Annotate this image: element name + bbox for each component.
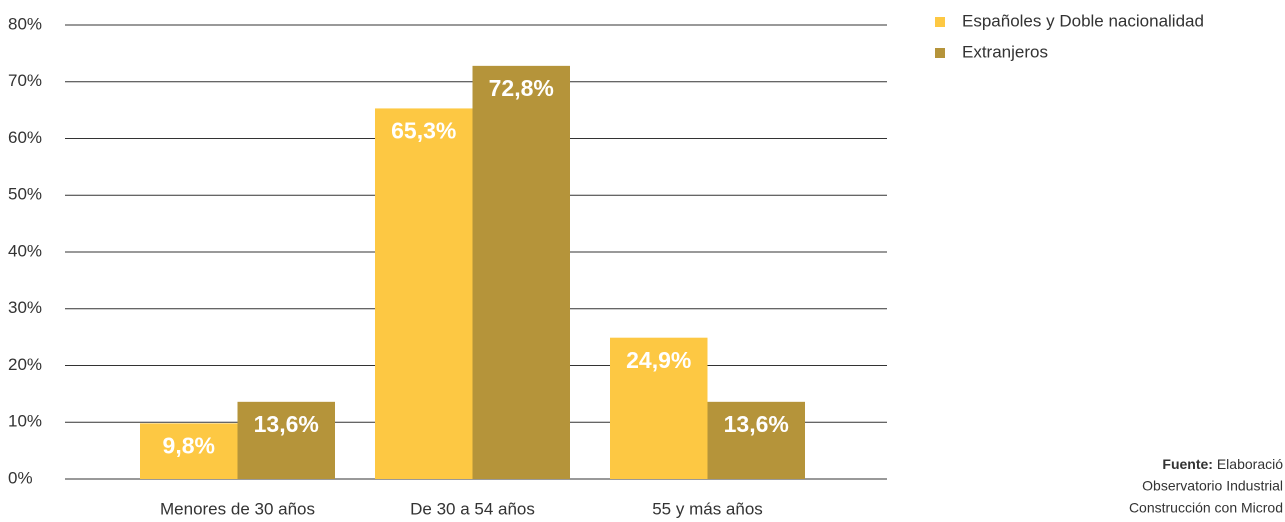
source-line: Fuente: Elaboració: [1162, 456, 1283, 472]
bar: [472, 65, 570, 480]
y-tick-label: 70%: [8, 71, 42, 90]
bar: [140, 423, 238, 479]
x-tick-label: De 30 a 54 años: [410, 499, 535, 518]
bar: [237, 401, 335, 479]
y-tick-label: 30%: [8, 298, 42, 317]
y-tick-label: 40%: [8, 241, 42, 260]
y-tick-label: 10%: [8, 412, 42, 431]
bar: [707, 401, 805, 479]
bar: [375, 108, 473, 480]
y-tick-label: 60%: [8, 128, 42, 147]
x-tick-label: Menores de 30 años: [160, 499, 315, 518]
value-label: 72,8%: [489, 75, 554, 101]
y-tick-label: 20%: [8, 355, 42, 374]
value-label: 13,6%: [254, 411, 319, 437]
source-label: Fuente:: [1162, 456, 1213, 472]
source-line: Observatorio Industrial: [1142, 478, 1283, 494]
y-tick-label: 0%: [8, 468, 33, 487]
value-label: 65,3%: [391, 118, 456, 144]
legend-swatch: [935, 17, 945, 27]
bar: [610, 337, 708, 479]
value-label: 13,6%: [724, 411, 789, 437]
x-tick-label: 55 y más años: [652, 499, 763, 518]
legend-swatch: [935, 48, 945, 58]
source-line: Construcción con Microd: [1129, 500, 1283, 516]
y-tick-label: 80%: [8, 14, 42, 33]
value-label: 24,9%: [626, 347, 691, 373]
legend-label: Extranjeros: [962, 42, 1048, 61]
value-label: 9,8%: [163, 432, 215, 458]
y-tick-label: 50%: [8, 185, 42, 204]
legend-label: Españoles y Doble nacionalidad: [962, 11, 1204, 30]
source-text: Elaboració: [1217, 456, 1283, 472]
